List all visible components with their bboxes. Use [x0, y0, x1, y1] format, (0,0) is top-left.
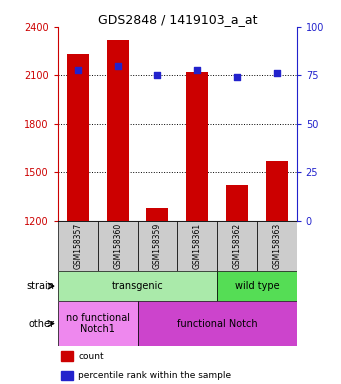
Bar: [257, 221, 297, 271]
Bar: [186, 72, 208, 221]
Text: strain: strain: [27, 281, 55, 291]
Text: transgenic: transgenic: [112, 281, 163, 291]
Point: [234, 74, 240, 80]
Text: other: other: [29, 318, 55, 329]
Bar: [217, 221, 257, 271]
Bar: [177, 221, 217, 271]
Bar: [217, 271, 297, 301]
Bar: [58, 221, 98, 271]
Bar: [266, 161, 288, 221]
Text: GSM158361: GSM158361: [193, 223, 202, 269]
Bar: [67, 55, 89, 221]
Bar: [98, 221, 137, 271]
Text: functional Notch: functional Notch: [177, 318, 257, 329]
Point: [274, 70, 280, 76]
Text: percentile rank within the sample: percentile rank within the sample: [78, 371, 232, 380]
Text: GSM158357: GSM158357: [73, 223, 83, 269]
Point: [194, 66, 200, 73]
Text: no functional
Notch1: no functional Notch1: [66, 313, 130, 334]
Text: count: count: [78, 352, 104, 361]
Text: GSM158359: GSM158359: [153, 223, 162, 269]
Point: [155, 72, 160, 78]
Text: wild type: wild type: [235, 281, 279, 291]
Bar: [58, 301, 137, 346]
Bar: [147, 208, 168, 221]
Bar: [137, 301, 297, 346]
Text: GSM158363: GSM158363: [272, 223, 281, 269]
Text: GSM158362: GSM158362: [233, 223, 241, 269]
Title: GDS2848 / 1419103_a_at: GDS2848 / 1419103_a_at: [98, 13, 257, 26]
Text: GSM158360: GSM158360: [113, 223, 122, 269]
Point: [115, 63, 120, 69]
Bar: [226, 185, 248, 221]
Point: [75, 66, 80, 73]
Bar: [137, 221, 177, 271]
Bar: [58, 271, 217, 301]
Bar: [107, 40, 129, 221]
